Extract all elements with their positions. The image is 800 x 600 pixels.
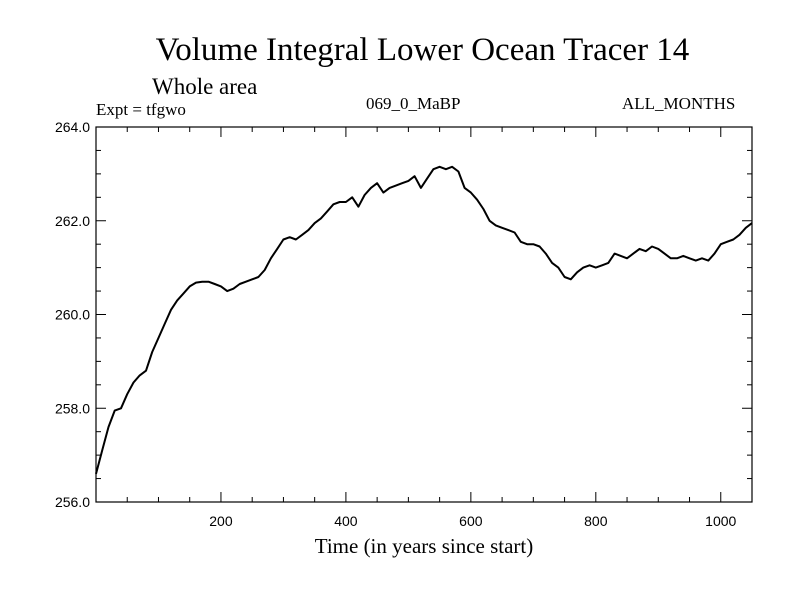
experiment-label: Expt = tfgwo (96, 100, 186, 119)
y-tick-label: 256.0 (55, 494, 90, 510)
series-line (95, 165, 753, 475)
y-tick-label: 264.0 (55, 119, 90, 135)
axis-ticks (96, 127, 752, 502)
chart-title: Volume Integral Lower Ocean Tracer 14 (155, 32, 690, 68)
y-tick-label: 260.0 (55, 307, 90, 323)
x-axis-label: Time (in years since start) (314, 534, 534, 558)
x-tick-label: 600 (459, 513, 483, 529)
chart-subtitle: Whole area (152, 74, 258, 99)
x-tick-label: 800 (584, 513, 608, 529)
x-tick-label: 1000 (705, 513, 736, 529)
x-tick-label: 400 (334, 513, 358, 529)
run-label: 069_0_MaBP (366, 94, 461, 113)
y-tick-label: 262.0 (55, 213, 90, 229)
y-tick-label: 258.0 (55, 400, 90, 416)
y-tick-labels: 256.0 258.0 260.0 262.0 264.0 (55, 119, 90, 510)
x-tick-labels: 200 400 600 800 1000 (209, 513, 736, 529)
months-label: ALL_MONTHS (622, 94, 736, 113)
x-tick-label: 200 (209, 513, 233, 529)
